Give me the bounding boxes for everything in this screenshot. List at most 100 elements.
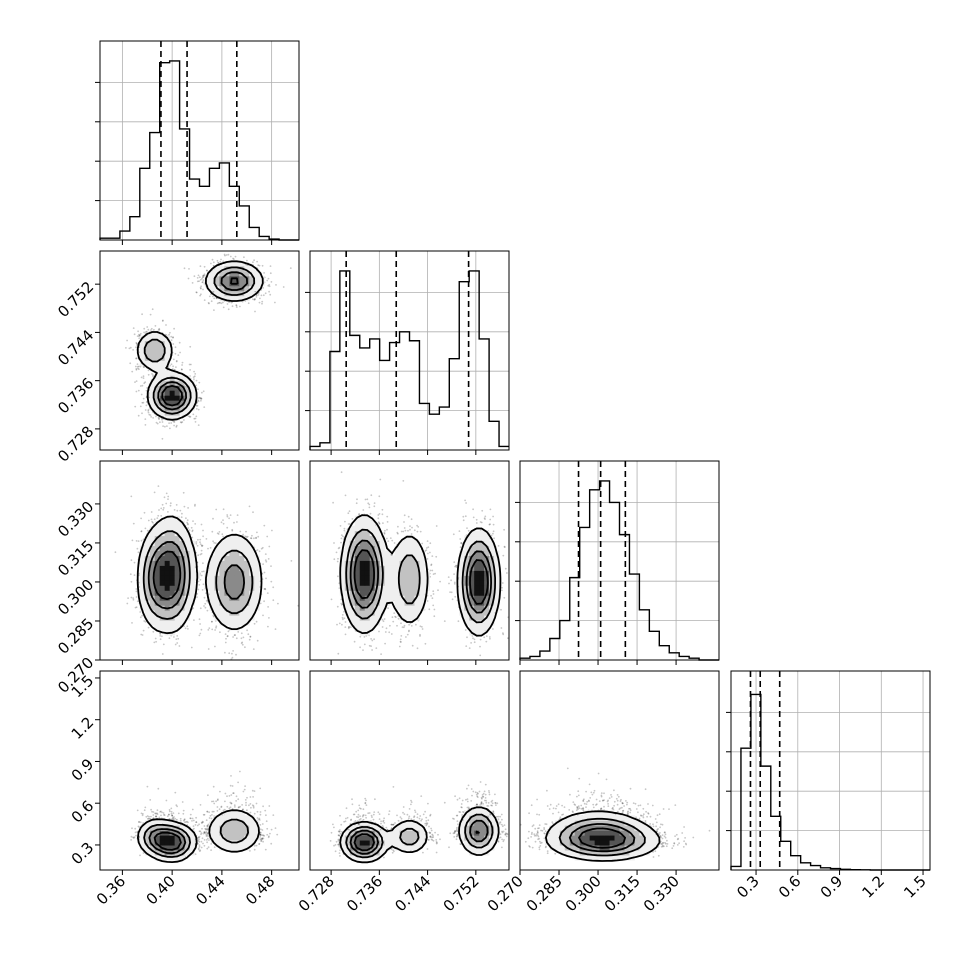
sample-point	[196, 408, 198, 410]
sample-point	[226, 514, 228, 516]
sample-point	[155, 416, 157, 418]
sample-point	[155, 325, 157, 327]
sample-point	[222, 519, 224, 521]
sample-point	[164, 426, 166, 428]
sample-point	[169, 332, 171, 334]
sample-point	[151, 373, 153, 375]
sample-point	[155, 641, 157, 643]
density-cell	[160, 365, 165, 370]
sample-point	[192, 414, 194, 416]
sample-point	[186, 625, 188, 627]
sample-point	[147, 410, 149, 412]
sample-point	[148, 627, 150, 629]
sample-point	[202, 589, 204, 591]
sample-point	[143, 398, 145, 400]
sample-point	[213, 309, 215, 311]
sample-point	[241, 637, 243, 639]
sample-point	[173, 636, 175, 638]
sample-point	[131, 371, 133, 373]
sample-point	[138, 415, 140, 417]
sample-point	[195, 543, 197, 545]
sample-point	[221, 533, 223, 535]
sample-point	[248, 302, 250, 304]
sample-point	[198, 584, 200, 586]
sample-point	[188, 268, 190, 270]
sample-point	[262, 563, 264, 565]
sample-point	[199, 276, 201, 278]
sample-point	[197, 277, 199, 279]
sample-point	[202, 281, 204, 283]
histogram-panel-2	[305, 251, 509, 450]
sample-point	[265, 559, 267, 561]
sample-point	[184, 506, 186, 508]
sample-point	[179, 352, 181, 354]
sample-point	[271, 281, 273, 283]
sample-point	[140, 616, 142, 618]
sample-point	[133, 327, 135, 329]
sample-point	[201, 524, 203, 526]
sample-point	[199, 539, 201, 541]
sample-point	[262, 547, 264, 549]
sample-point	[211, 629, 213, 631]
sample-point	[141, 540, 143, 542]
sample-point	[134, 574, 136, 576]
sample-point	[176, 361, 178, 363]
sample-point	[217, 260, 219, 262]
sample-point	[136, 596, 138, 598]
sample-point	[140, 406, 142, 408]
sample-point	[253, 537, 255, 539]
sample-point	[265, 292, 267, 294]
sample-point	[219, 531, 221, 533]
sample-point	[152, 631, 154, 633]
sample-point	[235, 304, 237, 306]
sample-point	[270, 272, 272, 274]
sample-point	[215, 542, 217, 544]
sample-point	[189, 369, 191, 371]
sample-point	[252, 511, 254, 513]
sample-point	[141, 377, 143, 379]
sample-point	[264, 588, 266, 590]
sample-point	[275, 628, 277, 630]
sample-point	[165, 324, 167, 326]
sample-point	[235, 654, 237, 656]
sample-point	[246, 629, 248, 631]
sample-point	[269, 294, 271, 296]
sample-point	[174, 509, 176, 511]
sample-point	[263, 294, 265, 296]
sample-point	[173, 359, 175, 361]
sample-point	[150, 314, 152, 316]
sample-point	[228, 631, 230, 633]
sample-point	[228, 652, 230, 654]
sample-point	[175, 366, 177, 368]
panel-background	[520, 461, 719, 660]
sample-point	[200, 607, 202, 609]
sample-point	[129, 362, 131, 364]
sample-point	[204, 273, 206, 275]
density-cell	[224, 281, 229, 286]
sample-point	[290, 267, 292, 269]
sample-point	[219, 631, 221, 633]
sample-point	[154, 492, 156, 494]
sample-point	[262, 615, 264, 617]
sample-point	[141, 313, 143, 315]
sample-point	[179, 342, 181, 344]
sample-point	[205, 607, 207, 609]
sample-point	[200, 265, 202, 267]
sample-point	[137, 330, 139, 332]
sample-point	[134, 406, 136, 408]
sample-point	[162, 425, 164, 427]
sample-point	[236, 306, 238, 308]
sample-point	[171, 363, 173, 365]
sample-point	[134, 333, 136, 335]
sample-point	[253, 648, 255, 650]
sample-point	[201, 550, 203, 552]
sample-point	[167, 498, 169, 500]
sample-point	[236, 521, 238, 523]
sample-point	[261, 295, 263, 297]
sample-point	[137, 600, 139, 602]
scatter-panel-3-1	[100, 461, 299, 660]
sample-point	[268, 617, 270, 619]
sample-point	[198, 397, 200, 399]
sample-point	[199, 541, 201, 543]
